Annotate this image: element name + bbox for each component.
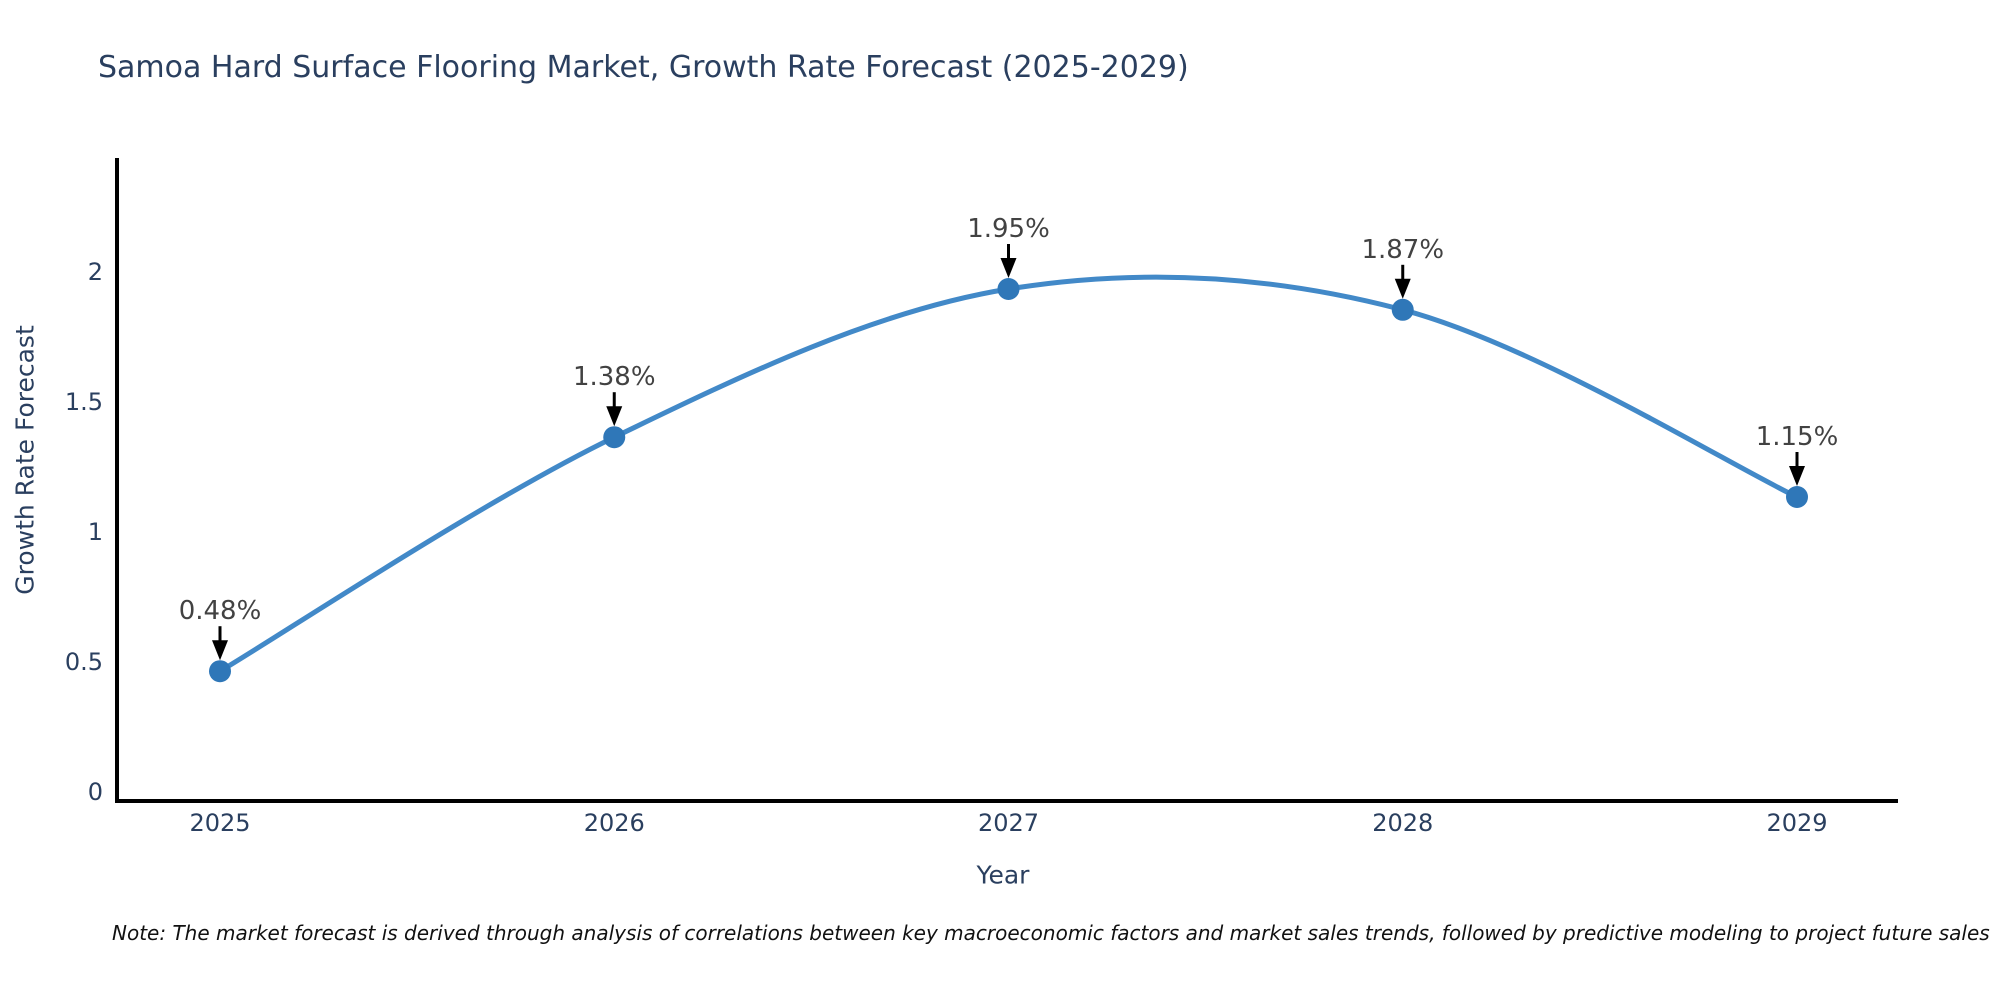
y-tick-label: 0.5 [65, 648, 103, 676]
data-point-marker [997, 278, 1020, 300]
data-point-marker [209, 660, 231, 683]
annotation-arrow-head [606, 406, 623, 427]
x-tick-label: 2027 [978, 809, 1039, 837]
annotation-arrow-head [1789, 466, 1805, 486]
data-point-label: 0.48% [179, 596, 262, 626]
x-tick-label: 2029 [1766, 809, 1827, 837]
annotation-arrow-head [1000, 258, 1017, 278]
x-axis-title: Year [976, 860, 1030, 890]
annotation-arrow-head [212, 640, 228, 661]
data-point-label: 1.15% [1756, 422, 1839, 452]
y-tick-label: 1.5 [65, 388, 103, 416]
y-tick-label: 2 [88, 258, 103, 286]
forecast-line [217, 274, 1800, 674]
x-tick-label: 2026 [584, 809, 645, 837]
data-point-label: 1.87% [1361, 235, 1444, 265]
annotation-arrow-head [1394, 278, 1411, 299]
data-point-marker [1786, 486, 1808, 508]
chart-title: Samoa Hard Surface Flooring Market, Grow… [98, 50, 1189, 85]
x-tick-label: 2025 [189, 809, 250, 837]
data-point-label: 1.95% [967, 214, 1050, 244]
y-tick-label: 1 [88, 518, 103, 546]
data-point-marker [603, 426, 626, 449]
footnote: Note: The market forecast is derived thr… [112, 921, 1990, 945]
data-point-marker [1391, 298, 1414, 321]
y-tick-label: 0 [88, 778, 103, 806]
data-point-label: 1.38% [573, 362, 656, 392]
x-tick-label: 2028 [1372, 809, 1433, 837]
